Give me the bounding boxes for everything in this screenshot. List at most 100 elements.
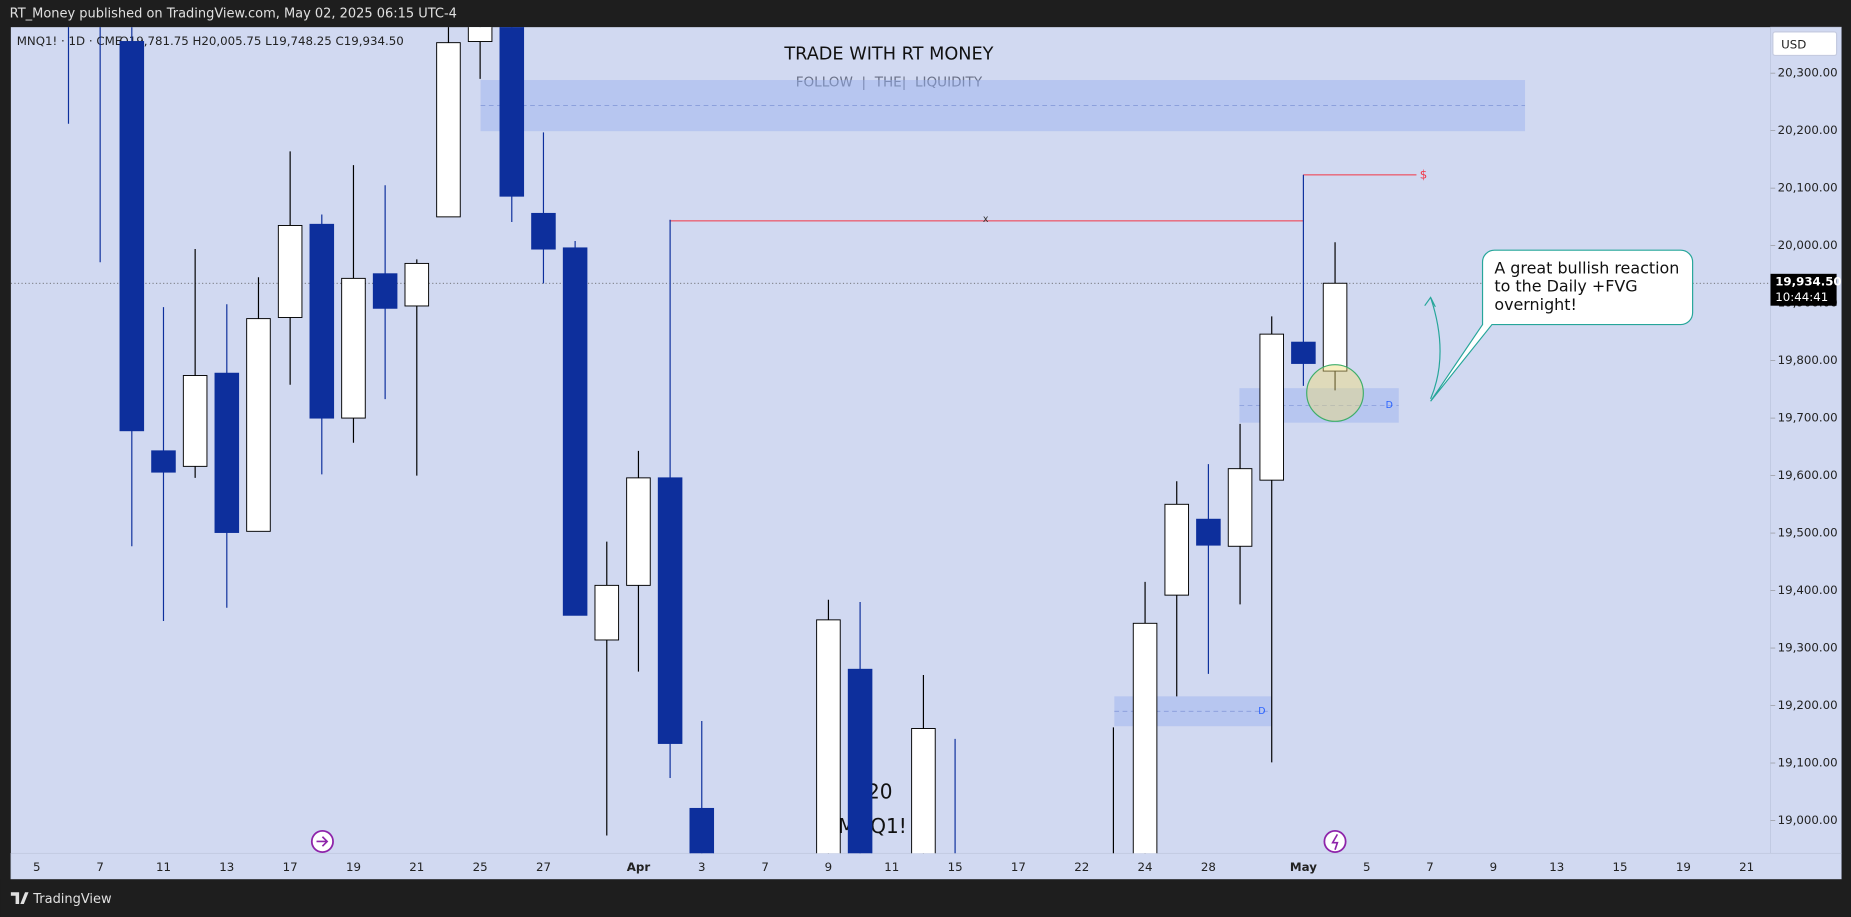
zone-label: D [1386,400,1393,411]
subtitle: FOLLOW | THE| LIQUIDITY [796,75,983,91]
candle-body [1164,503,1190,596]
arrow [1424,296,1441,400]
x-tick-label: 9 [1490,860,1498,874]
footer-brand: TradingView [32,892,112,907]
plot-area [10,27,1771,854]
candle-body [626,477,651,586]
y-tick-label: 19,500.00 [1778,526,1838,540]
price-tag [1770,273,1837,306]
y-tick-label: 19,600.00 [1778,468,1838,482]
zone-label: D [1258,706,1265,717]
x-tick-label: Apr [627,860,651,874]
x-tick-label: 21 [409,860,424,874]
candle-body [816,619,841,854]
publish-header: RT_Money published on TradingView.com, M… [10,7,457,22]
x-tick-label: 15 [948,860,963,874]
y-tick-label: 20,300.00 [1778,66,1838,80]
callout-text: A great bullish reaction [1494,259,1679,278]
candle-body [214,372,240,533]
y-tick-label: 19,100.00 [1778,756,1838,770]
candle-body [499,27,525,197]
y-tick-label: 19,000.00 [1778,813,1838,827]
candle-body [1291,341,1316,364]
candle-body [1322,282,1348,372]
price-axis [1770,26,1842,854]
candle-body [341,277,366,419]
ohlc: O19,781.75 H20,005.75 L19,748.25 C19,934… [119,34,403,48]
x-tick-label: 25 [473,860,488,874]
y-tick-label: 19,400.00 [1778,583,1838,597]
candle-body [277,225,303,318]
currency-box[interactable] [1772,31,1838,57]
candle-body [436,42,461,218]
x-tick-label: 3 [698,860,706,874]
y-tick-label: 19,800.00 [1778,353,1838,367]
plot-layer: DD5/20MNQ1!x$ [10,27,1771,854]
level-label: $ [1420,167,1428,181]
candle-body [1196,518,1221,546]
x-tick-label: 28 [1201,860,1216,874]
x-tick-label: 19 [346,860,361,874]
candle-body [594,584,620,641]
y-tick-label: 20,200.00 [1778,123,1838,137]
x-tick-label: 17 [283,860,298,874]
x-tick-label: 13 [219,860,234,874]
logo [10,892,29,905]
y-tick-label: 20,100.00 [1778,181,1838,195]
candle-body [246,318,271,532]
x-tick-label: 24 [1138,860,1153,874]
candle-body [182,375,208,467]
candle-body [657,477,683,744]
candle-body [689,807,715,854]
x-tick-label: 22 [1074,860,1089,874]
x-tick-label: 13 [1549,860,1564,874]
x-tick-label: 17 [1011,860,1026,874]
x-tick-label: 5 [1363,860,1371,874]
event-icon-glyph [1331,833,1339,850]
time-axis [10,852,1842,880]
candle-body [1227,468,1253,547]
x-tick-label: 15 [1613,860,1628,874]
x-tick-label: May [1290,860,1317,874]
x-tick-label: 7 [761,860,769,874]
x-tick-label: 7 [1426,860,1434,874]
currency: USD [1781,37,1806,51]
callout-text: to the Daily +FVG [1494,276,1637,295]
x-tick-label: 27 [536,860,551,874]
highlight [1306,364,1364,422]
x-tick-label: 19 [1676,860,1691,874]
candle-body [119,41,145,432]
candle-body [911,728,936,854]
x-tick-label: 9 [825,860,833,874]
y-tick-label: 19,700.00 [1778,411,1838,425]
callout-box [1430,249,1694,402]
countdown: 10:44:41 [1775,290,1828,304]
candle-body [151,450,176,473]
x-tick-label: 11 [156,860,171,874]
candle-body [467,27,493,42]
level-label: x [983,214,989,225]
callout-text: overnight! [1494,295,1577,314]
y-tick-label: 19,300.00 [1778,641,1838,655]
event-icon-glyph [316,836,329,847]
x-tick-label: 7 [96,860,104,874]
y-tick-label: 20,000.00 [1778,238,1838,252]
candle-body [847,668,873,854]
candle-body [309,223,335,419]
price-tag-label: 19,934.50 [1775,275,1841,289]
x-tick-label: 21 [1739,860,1754,874]
y-tick-label: 19,200.00 [1778,698,1838,712]
event-icon[interactable] [1323,829,1347,853]
footer [0,879,1851,917]
symbol: MNQ1! · 1D · CME [17,34,122,48]
title: TRADE WITH RT MONEY [783,44,993,64]
candle-body [531,212,556,250]
x-tick-label: 5 [33,860,41,874]
candle-body [372,273,398,309]
candle-body [1259,333,1285,481]
x-tick-label: 11 [884,860,899,874]
candle-body [562,247,588,616]
candle-body [1132,622,1158,854]
candle-body [404,262,430,307]
